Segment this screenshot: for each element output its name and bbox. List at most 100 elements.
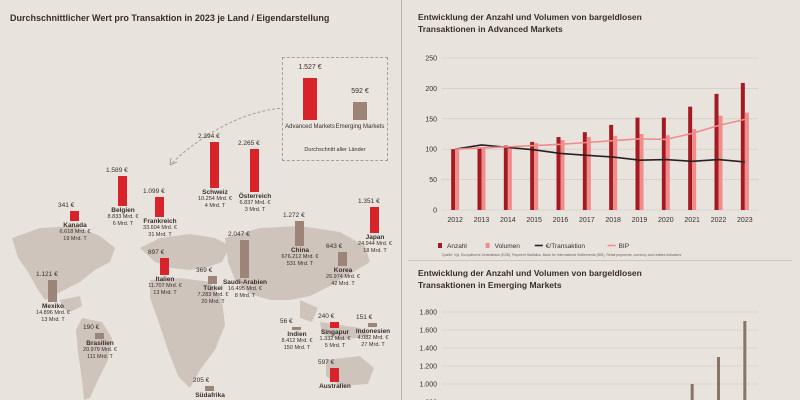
country-name-sudafrika: Südafrika bbox=[195, 392, 225, 399]
chart1-bar-volumen bbox=[455, 149, 460, 210]
country-name-singapur: Singapur bbox=[320, 329, 350, 336]
chart1-xtick-label: 2017 bbox=[579, 217, 595, 224]
country-info-osterreich: 6.837 Mrd. €3 Mrd. T bbox=[225, 200, 285, 213]
country-count-mexiko: 13 Mrd. T bbox=[41, 316, 65, 323]
chart1-bar-volumen bbox=[639, 134, 644, 210]
chart-separator bbox=[408, 260, 792, 261]
country-bar-italien bbox=[160, 258, 169, 275]
chart1-title-line1: Entwicklung der Anzahl und Volumen von b… bbox=[418, 12, 642, 22]
country-name-australien: Australien bbox=[319, 383, 351, 390]
country-count-turkei: 20 Mrd. T bbox=[201, 298, 225, 305]
country-info-mexiko: 14.896 Mrd. €13 Mrd. T bbox=[23, 310, 83, 323]
chart1-ytick-label: 150 bbox=[425, 116, 437, 123]
country-bar-mexiko bbox=[48, 280, 57, 302]
legend-emerging-bar bbox=[353, 102, 367, 120]
country-bar-turkei bbox=[208, 276, 217, 284]
country-info-kanada: 6.618 Mrd. €19 Mrd. T bbox=[45, 229, 105, 242]
country-name-brasilien: Brasilien bbox=[86, 340, 114, 347]
country-volume-korea: 26.974 Mrd. € bbox=[326, 274, 360, 280]
country-count-belgien: 6 Mrd. T bbox=[112, 220, 134, 227]
country-bar-frankreich bbox=[155, 197, 164, 217]
chart2-ytick-label: 1.600 bbox=[419, 328, 437, 335]
country-value-indonesien: 151 € bbox=[356, 314, 373, 321]
country-info-schweiz: 10.254 Mrd. €4 Mrd. T bbox=[185, 196, 245, 209]
chart1-xtick-label: 2014 bbox=[500, 217, 516, 224]
chart1-bar-anzahl bbox=[556, 137, 561, 210]
advanced-markets-chart: Entwicklung der Anzahl und Volumen von b… bbox=[418, 12, 758, 257]
chart1-legend-swatch bbox=[485, 243, 490, 248]
chart1-bar-anzahl bbox=[503, 145, 508, 210]
country-count-saudi-arabien: 8 Mrd. T bbox=[234, 292, 256, 299]
country-bar-osterreich bbox=[250, 149, 259, 192]
chart1-legend-label: Anzahl bbox=[447, 243, 467, 250]
chart1-xtick-label: 2022 bbox=[711, 217, 727, 224]
chart1-xtick-label: 2020 bbox=[658, 217, 674, 224]
chart2-bar-anzahl bbox=[690, 384, 694, 400]
country-name-indonesien: Indonesien bbox=[355, 328, 391, 335]
country-count-brasilien: 111 Mrd. T bbox=[87, 353, 113, 360]
chart1-xtick-label: 2018 bbox=[605, 217, 621, 224]
country-value-china: 1.272 € bbox=[283, 212, 305, 219]
country-name-saudi-arabien: Saudi-Arabien bbox=[222, 279, 268, 286]
country-bar-australien bbox=[330, 368, 339, 382]
chart1-bar-volumen bbox=[718, 115, 723, 210]
country-count-schweiz: 4 Mrd. T bbox=[204, 202, 226, 209]
country-info-china: 676.212 Mrd. €531 Mrd. T bbox=[270, 254, 330, 267]
country-name-turkei: Türkei bbox=[203, 285, 223, 292]
country-value-australien: 597 € bbox=[318, 359, 335, 366]
emerging-markets-chart: Entwicklung der Anzahl und Volumen von b… bbox=[418, 268, 758, 400]
country-info-turkei: 7.283 Mrd. €20 Mrd. T bbox=[183, 292, 243, 305]
country-info-frankreich: 33.604 Mrd. €31 Mrd. T bbox=[130, 225, 190, 238]
country-name-mexiko: Mexiko bbox=[41, 303, 65, 310]
country-volume-schweiz: 10.254 Mrd. € bbox=[198, 196, 232, 202]
chart1-xtick-label: 2013 bbox=[474, 217, 490, 224]
chart1-bar-anzahl bbox=[661, 117, 666, 210]
legend-emerging-value: 592 € bbox=[351, 88, 369, 95]
legend-advanced-label: Advanced Markets bbox=[285, 124, 335, 130]
country-bar-korea bbox=[338, 252, 347, 266]
country-info-brasilien: 20.979 Mrd. €111 Mrd. T bbox=[70, 347, 130, 360]
chart1-ytick-label: 0 bbox=[433, 208, 437, 215]
chart1-ytick-label: 200 bbox=[425, 86, 437, 93]
chart1-bar-anzahl bbox=[635, 117, 640, 210]
chart1-ytick-label: 250 bbox=[425, 56, 437, 63]
country-bar-saudi-arabien bbox=[240, 240, 249, 278]
chart1-bar-volumen bbox=[744, 112, 749, 210]
chart1-xtick-label: 2019 bbox=[632, 217, 648, 224]
country-volume-italien: 11.707 Mrd. € bbox=[148, 283, 182, 289]
chart1-bar-volumen bbox=[665, 135, 670, 210]
country-volume-china: 676.212 Mrd. € bbox=[281, 254, 319, 260]
country-count-osterreich: 3 Mrd. T bbox=[244, 206, 266, 213]
country-count-singapur: 5 Mrd. T bbox=[324, 342, 346, 349]
country-info-singapur: 1.332 Mrd. €5 Mrd. T bbox=[305, 336, 365, 349]
chart1-bar-anzahl bbox=[451, 149, 456, 210]
chart1-line-bip bbox=[455, 118, 746, 150]
legend-box: 1.527 € Advanced Markets 592 € Emerging … bbox=[282, 57, 388, 161]
country-volume-kanada: 6.618 Mrd. € bbox=[59, 229, 91, 235]
country-bar-brasilien bbox=[95, 333, 104, 339]
country-volume-indonesien: 4.082 Mrd. € bbox=[357, 335, 389, 341]
country-volume-frankreich: 33.604 Mrd. € bbox=[143, 225, 177, 231]
chart1-xtick-label: 2012 bbox=[447, 217, 463, 224]
chart1-source: Quelle: Vgl. Europäische Zentralbank (EZ… bbox=[442, 253, 682, 257]
country-value-brasilien: 190 € bbox=[83, 324, 100, 331]
chart1-bar-volumen bbox=[613, 135, 618, 210]
country-value-turkei: 369 € bbox=[196, 267, 213, 274]
chart1-xtick-label: 2016 bbox=[553, 217, 569, 224]
country-count-kanada: 19 Mrd. T bbox=[63, 235, 87, 242]
country-value-osterreich: 2.265 € bbox=[238, 140, 260, 147]
chart1-bar-volumen bbox=[692, 129, 697, 210]
country-name-frankreich: Frankreich bbox=[143, 218, 177, 225]
country-bar-indien bbox=[292, 327, 301, 330]
chart1-ytick-label: 100 bbox=[425, 147, 437, 154]
country-volume-turkei: 7.283 Mrd. € bbox=[197, 292, 229, 298]
chart1-bar-anzahl bbox=[740, 82, 745, 210]
country-count-china: 531 Mrd. T bbox=[286, 260, 314, 267]
country-info-indonesien: 4.082 Mrd. €27 Mrd. T bbox=[343, 335, 403, 348]
country-bar-belgien bbox=[118, 176, 127, 206]
country-value-singapur: 240 € bbox=[318, 313, 335, 320]
chart1-legend-label: Volumen bbox=[495, 243, 521, 250]
chart1-bar-volumen bbox=[481, 147, 486, 210]
country-volume-singapur: 1.332 Mrd. € bbox=[319, 336, 351, 342]
country-info-saudi-arabien: 16.495 Mrd. €8 Mrd. T bbox=[215, 286, 275, 299]
